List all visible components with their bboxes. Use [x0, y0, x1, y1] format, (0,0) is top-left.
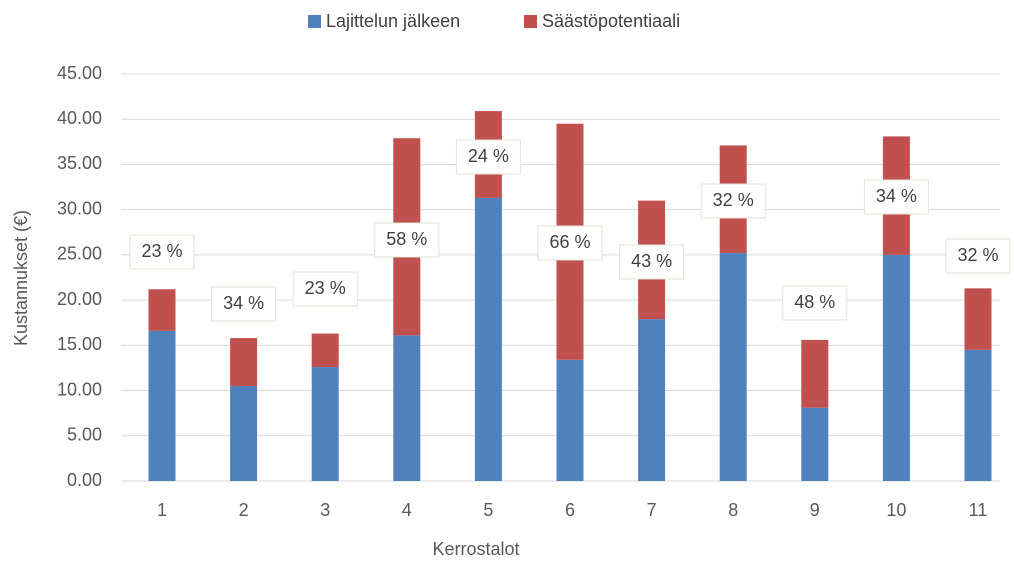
x-tick-label: 9 — [810, 500, 820, 520]
x-tick-label: 6 — [565, 500, 575, 520]
annotation: 34 % — [876, 186, 917, 206]
legend-label: Lajittelun jälkeen — [326, 11, 460, 31]
bar — [964, 349, 992, 481]
x-tick-label: 7 — [647, 500, 657, 520]
bar — [148, 289, 176, 331]
bar — [556, 359, 584, 481]
annotation-box — [537, 225, 603, 261]
annotation: 66 % — [549, 232, 590, 252]
x-tick-label: 8 — [728, 500, 738, 520]
bar — [964, 288, 992, 350]
bar — [311, 333, 339, 368]
y-tick-label: 20.00 — [57, 289, 102, 309]
annotation-box — [782, 285, 848, 321]
annotation: 48 % — [794, 292, 835, 312]
annotation: 34 % — [223, 293, 264, 313]
y-tick-label: 15.00 — [57, 334, 102, 354]
annotation: 58 % — [386, 229, 427, 249]
y-tick-label: 10.00 — [57, 379, 102, 399]
annotation: 32 % — [957, 245, 998, 265]
y-tick-label: 45.00 — [57, 63, 102, 83]
annotation-box — [619, 244, 685, 280]
y-tick-label: 40.00 — [57, 108, 102, 128]
annotation-box — [211, 286, 277, 322]
bar — [801, 407, 829, 481]
annotation-box — [700, 183, 766, 219]
x-tick-label: 4 — [402, 500, 412, 520]
x-axis-label: Kerrostalot — [432, 539, 519, 559]
y-tick-label: 35.00 — [57, 153, 102, 173]
y-axis-label: Kustannukset (€) — [11, 210, 31, 346]
x-tick-label: 3 — [320, 500, 330, 520]
annotation-box — [129, 234, 195, 270]
y-tick-label: 30.00 — [57, 198, 102, 218]
annotation-box — [374, 222, 440, 258]
x-tick-label: 1 — [157, 500, 167, 520]
x-tick-label: 11 — [969, 500, 988, 520]
bar — [230, 386, 258, 481]
bar — [393, 335, 421, 481]
annotation: 43 % — [631, 251, 672, 271]
annotation-box — [292, 271, 358, 307]
bar — [882, 254, 910, 481]
bar — [230, 338, 258, 387]
x-tick-label: 2 — [239, 500, 249, 520]
legend-label: Säästöpotentiaali — [542, 11, 680, 31]
x-tick-label: 10 — [886, 500, 906, 520]
bar — [311, 367, 339, 481]
bar — [474, 197, 502, 482]
legend-swatch — [524, 15, 537, 28]
y-tick-label: 5.00 — [67, 425, 102, 445]
bar — [148, 330, 176, 481]
bar — [801, 339, 829, 408]
annotation-box — [455, 139, 521, 175]
bar — [719, 253, 747, 481]
annotation-box — [945, 238, 1011, 274]
bar — [638, 319, 666, 481]
annotation-box — [863, 179, 929, 215]
x-tick-label: 5 — [483, 500, 493, 520]
y-tick-label: 25.00 — [57, 244, 102, 264]
annotation: 32 % — [713, 190, 754, 210]
legend-swatch — [308, 15, 321, 28]
y-tick-label: 0.00 — [67, 470, 102, 490]
annotation: 23 % — [305, 278, 346, 298]
annotation: 24 % — [468, 146, 509, 166]
annotation: 23 % — [141, 241, 182, 261]
